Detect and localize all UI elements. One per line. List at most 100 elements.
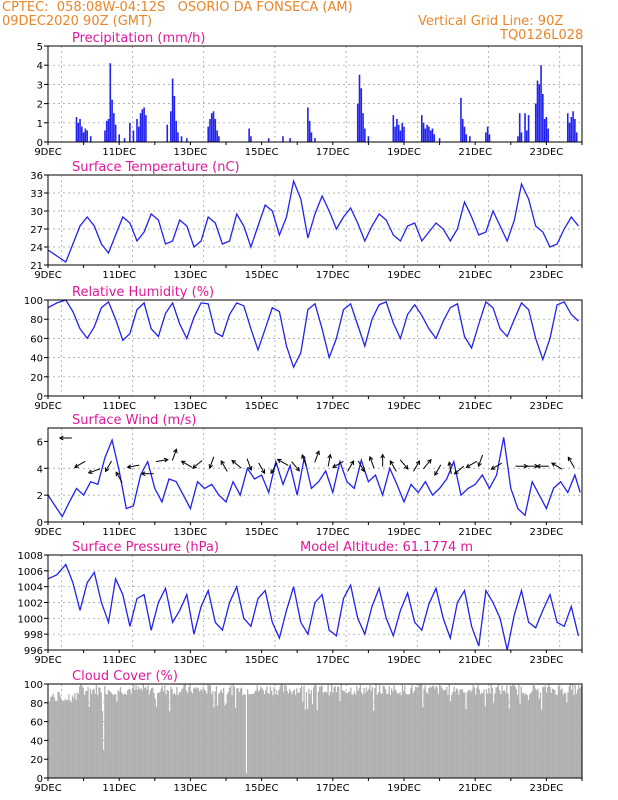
- cloud-bar: [459, 689, 461, 778]
- cloud-bar: [203, 689, 206, 778]
- cloud-bar: [441, 688, 443, 778]
- precip-bar: [267, 138, 270, 142]
- cloud-bar: [159, 691, 161, 778]
- cloud-bar: [62, 700, 64, 778]
- cloud-bar: [502, 690, 504, 778]
- cloud-bar: [227, 691, 230, 778]
- cloud-bar: [295, 695, 297, 778]
- cloud-bar: [199, 691, 201, 778]
- x-date-label: 15DEC: [245, 401, 279, 412]
- cloud-bar: [129, 689, 131, 778]
- precip-bar: [129, 122, 131, 142]
- cloud-bar: [452, 691, 454, 778]
- x-date-label: 23DEC: [530, 270, 564, 281]
- cloud-bar: [350, 687, 352, 778]
- temperature-series-line: [47, 178, 579, 263]
- panel-frame: [47, 45, 583, 143]
- cloud-bar: [185, 690, 188, 778]
- cloud-bar: [331, 684, 333, 778]
- cloud-bar: [283, 691, 285, 778]
- precip-bar: [426, 124, 428, 142]
- cloud-bar: [500, 694, 502, 778]
- cloud-bar: [533, 685, 536, 778]
- cloud-bar: [407, 694, 410, 778]
- precip-bar: [75, 117, 78, 142]
- cloud-bar: [352, 694, 354, 778]
- precip-bar: [289, 138, 291, 142]
- x-date-label: 19DEC: [387, 401, 421, 412]
- cloud-bar: [178, 692, 180, 778]
- cloud-bar: [321, 685, 323, 778]
- x-date-label: 13DEC: [174, 147, 208, 158]
- cloud-bar: [526, 695, 528, 778]
- panel-title: Relative Humidity (%): [72, 285, 214, 300]
- cloud-bar: [351, 694, 353, 778]
- cloud-bar: [443, 689, 446, 778]
- cloud-bar: [377, 692, 380, 778]
- precip-bar: [488, 134, 491, 142]
- x-date-label: 13DEC: [174, 655, 208, 666]
- cloud-bar: [286, 690, 288, 778]
- cloud-bar: [338, 686, 340, 778]
- cloud-bar: [569, 684, 572, 778]
- cloud-bar: [517, 695, 519, 778]
- cloud-bar: [274, 694, 276, 778]
- header-line1: CPTEC: 058:08W-04:12S OSORIO DA FONSECA …: [2, 0, 353, 15]
- precip-bar: [173, 95, 176, 142]
- x-date-label: 23DEC: [530, 527, 564, 538]
- x-date-label: 17DEC: [316, 527, 350, 538]
- cloud-bar: [136, 689, 138, 778]
- cloud-bar: [433, 686, 435, 778]
- cloud-bar: [335, 691, 338, 778]
- cloud-bar: [151, 687, 153, 778]
- precip-bar: [86, 130, 88, 142]
- precip-bar: [461, 118, 464, 142]
- cloud-bar: [189, 684, 191, 778]
- cloud-bar: [568, 686, 570, 778]
- wind-arrow: [58, 435, 72, 441]
- cloud-bar: [472, 684, 474, 778]
- cloud-bar: [523, 692, 525, 778]
- precip-bar: [137, 126, 140, 142]
- wind-arrow: [422, 458, 432, 470]
- cloud-bar: [476, 687, 478, 778]
- y-tick-label: 20: [30, 373, 43, 384]
- cloud-bar: [75, 699, 77, 778]
- y-tick-label: 36: [30, 171, 43, 182]
- cloud-bar: [465, 709, 467, 778]
- wind-arrow: [327, 453, 333, 467]
- cloud-bar: [206, 693, 208, 778]
- cloud-bar: [116, 701, 118, 778]
- y-tick-label: 1000: [18, 614, 43, 625]
- cloud-bar: [451, 695, 453, 778]
- cloud-bar: [191, 693, 194, 778]
- y-tick-label: 20: [30, 755, 43, 766]
- cloud-bar: [524, 694, 526, 778]
- cloud-bar: [97, 695, 99, 778]
- cloud-bar: [202, 686, 204, 778]
- precip-bar: [216, 130, 218, 142]
- cloud-bar: [157, 693, 159, 778]
- cloud-bar: [149, 690, 152, 778]
- cloud-bar: [119, 687, 122, 778]
- cloud-bar: [405, 693, 407, 778]
- panel-precip: 0 1 2 3 4 5 9DEC 11DEC 13DEC 15DEC 17DEC 19DEC 21DEC…: [34, 31, 583, 158]
- cloud-bar: [145, 686, 147, 778]
- cloud-bar: [88, 707, 90, 778]
- precip-bar: [81, 126, 83, 142]
- cloud-bar: [375, 684, 377, 778]
- cloud-bar: [309, 693, 311, 778]
- cloud-bar: [385, 689, 387, 778]
- cloud-bar: [232, 684, 234, 778]
- cloud-bar: [397, 693, 399, 778]
- wind-arrow: [399, 459, 409, 470]
- wind-arrow: [434, 464, 442, 477]
- cloud-bar: [110, 691, 112, 778]
- cloud-bar: [188, 687, 190, 778]
- cloud-bar: [440, 685, 442, 778]
- wind-arrow: [453, 465, 465, 475]
- cloud-bar: [308, 688, 310, 778]
- cloud-bar: [187, 692, 189, 778]
- cloud-bar: [305, 691, 308, 778]
- cloud-bar: [507, 693, 509, 778]
